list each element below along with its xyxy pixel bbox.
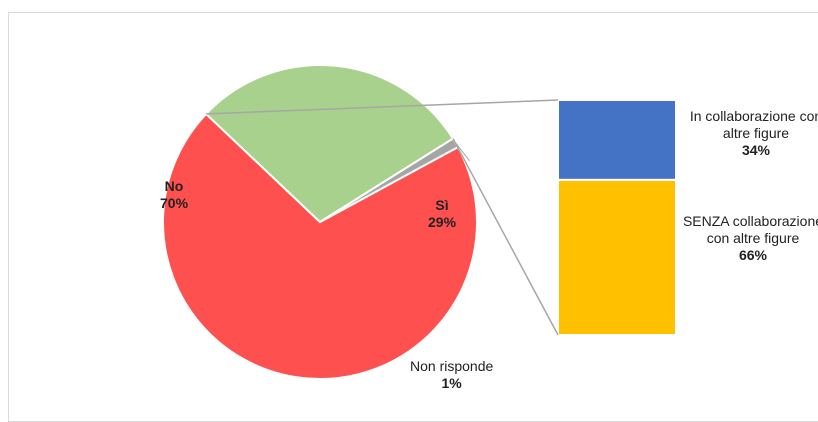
- bar-segment-in-collaborazione-con-al: [557, 99, 677, 181]
- label-si: Sì 29%: [428, 197, 457, 230]
- label-senza-collaborazione: SENZA collaborazione con altre figure 66…: [682, 213, 818, 263]
- pie-slice-s-: [204, 64, 455, 224]
- label-non-risponde: Non risponde 1%: [410, 358, 494, 391]
- label-in-collaborazione: In collaborazione con altre figure 34%: [689, 108, 818, 158]
- leader-line-non-risponde: [455, 142, 470, 162]
- bar-segment-senza-collaborazione-con: [557, 178, 677, 336]
- connector-line-bottom: [452, 138, 559, 336]
- connector-line-top: [206, 99, 559, 115]
- label-no: No 70%: [160, 178, 189, 211]
